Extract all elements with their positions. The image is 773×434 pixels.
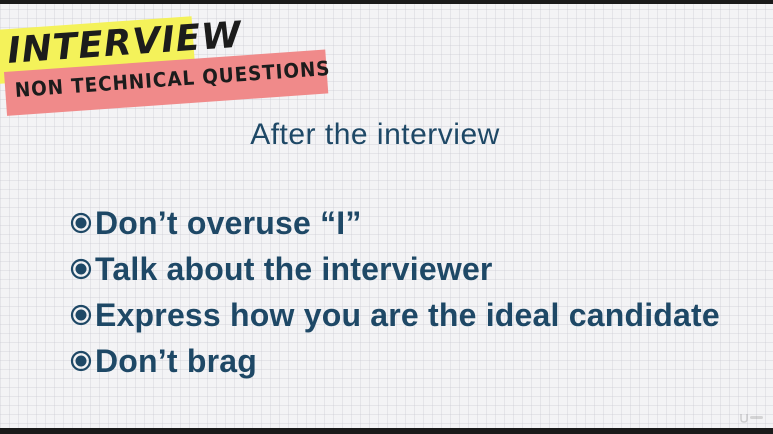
bottom-frame-bar (0, 428, 773, 434)
bullet-item: Talk about the interviewer (70, 246, 720, 292)
bullet-text: Don’t brag (95, 342, 257, 379)
bullet-item: Don’t overuse “I” (70, 200, 720, 246)
udemy-logo-icon (740, 414, 763, 423)
bullet-text: Talk about the interviewer (95, 250, 493, 287)
circle-bullet-icon (70, 350, 92, 372)
bullet-list: Don’t overuse “I” Talk about the intervi… (70, 200, 720, 384)
top-frame-bar (0, 0, 773, 4)
bullet-text: Express how you are the ideal candidate (95, 296, 720, 333)
bullet-item: Express how you are the ideal candidate (70, 292, 720, 338)
slide-title: After the interview (250, 118, 500, 151)
circle-bullet-icon (70, 212, 92, 234)
bullet-text: Don’t overuse “I” (95, 204, 362, 241)
circle-bullet-icon (70, 258, 92, 280)
circle-bullet-icon (70, 304, 92, 326)
bullet-item: Don’t brag (70, 338, 720, 384)
